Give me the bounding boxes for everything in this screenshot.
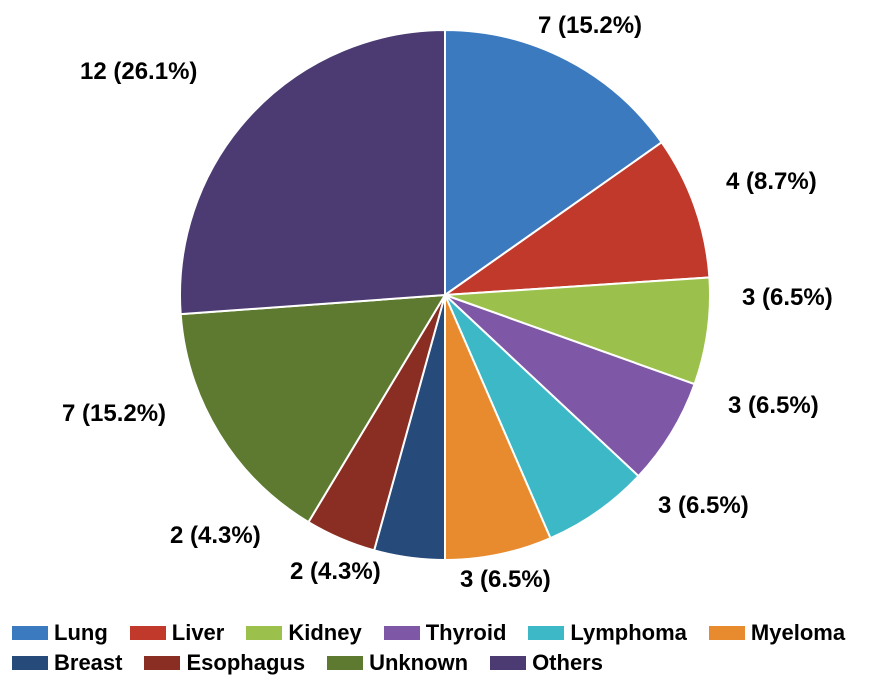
- legend-label: Liver: [172, 620, 225, 646]
- legend-swatch-icon: [12, 626, 48, 640]
- slice-label-myeloma: 3 (6.5%): [460, 566, 551, 594]
- legend-label: Esophagus: [186, 650, 305, 676]
- legend-item-others: Others: [490, 650, 603, 676]
- legend-swatch-icon: [384, 626, 420, 640]
- legend-item-unknown: Unknown: [327, 650, 468, 676]
- legend-item-liver: Liver: [130, 620, 225, 646]
- legend-label: Others: [532, 650, 603, 676]
- slice-label-others: 12 (26.1%): [80, 58, 197, 86]
- slice-label-breast: 2 (4.3%): [290, 558, 381, 586]
- slice-label-unknown: 7 (15.2%): [62, 400, 166, 428]
- pie-chart-container: 7 (15.2%) 4 (8.7%) 3 (6.5%) 3 (6.5%) 3 (6.5%…: [0, 0, 896, 620]
- legend: Lung Liver Kidney Thyroid Lymphoma Myeloma Bre…: [12, 620, 884, 676]
- legend-label: Myeloma: [751, 620, 845, 646]
- legend-label: Unknown: [369, 650, 468, 676]
- legend-swatch-icon: [144, 656, 180, 670]
- slice-label-liver: 4 (8.7%): [726, 168, 817, 196]
- legend-swatch-icon: [327, 656, 363, 670]
- legend-item-lung: Lung: [12, 620, 108, 646]
- slice-label-kidney: 3 (6.5%): [742, 284, 833, 312]
- legend-item-thyroid: Thyroid: [384, 620, 507, 646]
- legend-item-myeloma: Myeloma: [709, 620, 845, 646]
- legend-label: Thyroid: [426, 620, 507, 646]
- legend-item-breast: Breast: [12, 650, 122, 676]
- slice-label-esophagus: 2 (4.3%): [170, 522, 261, 550]
- legend-item-esophagus: Esophagus: [144, 650, 305, 676]
- pie-slice-others: [180, 30, 445, 314]
- legend-item-lymphoma: Lymphoma: [528, 620, 687, 646]
- slice-label-lung: 7 (15.2%): [538, 12, 642, 40]
- legend-label: Lymphoma: [570, 620, 687, 646]
- slice-label-lymphoma: 3 (6.5%): [658, 492, 749, 520]
- legend-swatch-icon: [246, 626, 282, 640]
- legend-label: Kidney: [288, 620, 361, 646]
- legend-swatch-icon: [12, 656, 48, 670]
- legend-swatch-icon: [130, 626, 166, 640]
- legend-swatch-icon: [490, 656, 526, 670]
- slice-label-thyroid: 3 (6.5%): [728, 392, 819, 420]
- legend-item-kidney: Kidney: [246, 620, 361, 646]
- legend-label: Lung: [54, 620, 108, 646]
- legend-swatch-icon: [528, 626, 564, 640]
- pie-chart-svg: [175, 25, 715, 565]
- legend-label: Breast: [54, 650, 122, 676]
- legend-swatch-icon: [709, 626, 745, 640]
